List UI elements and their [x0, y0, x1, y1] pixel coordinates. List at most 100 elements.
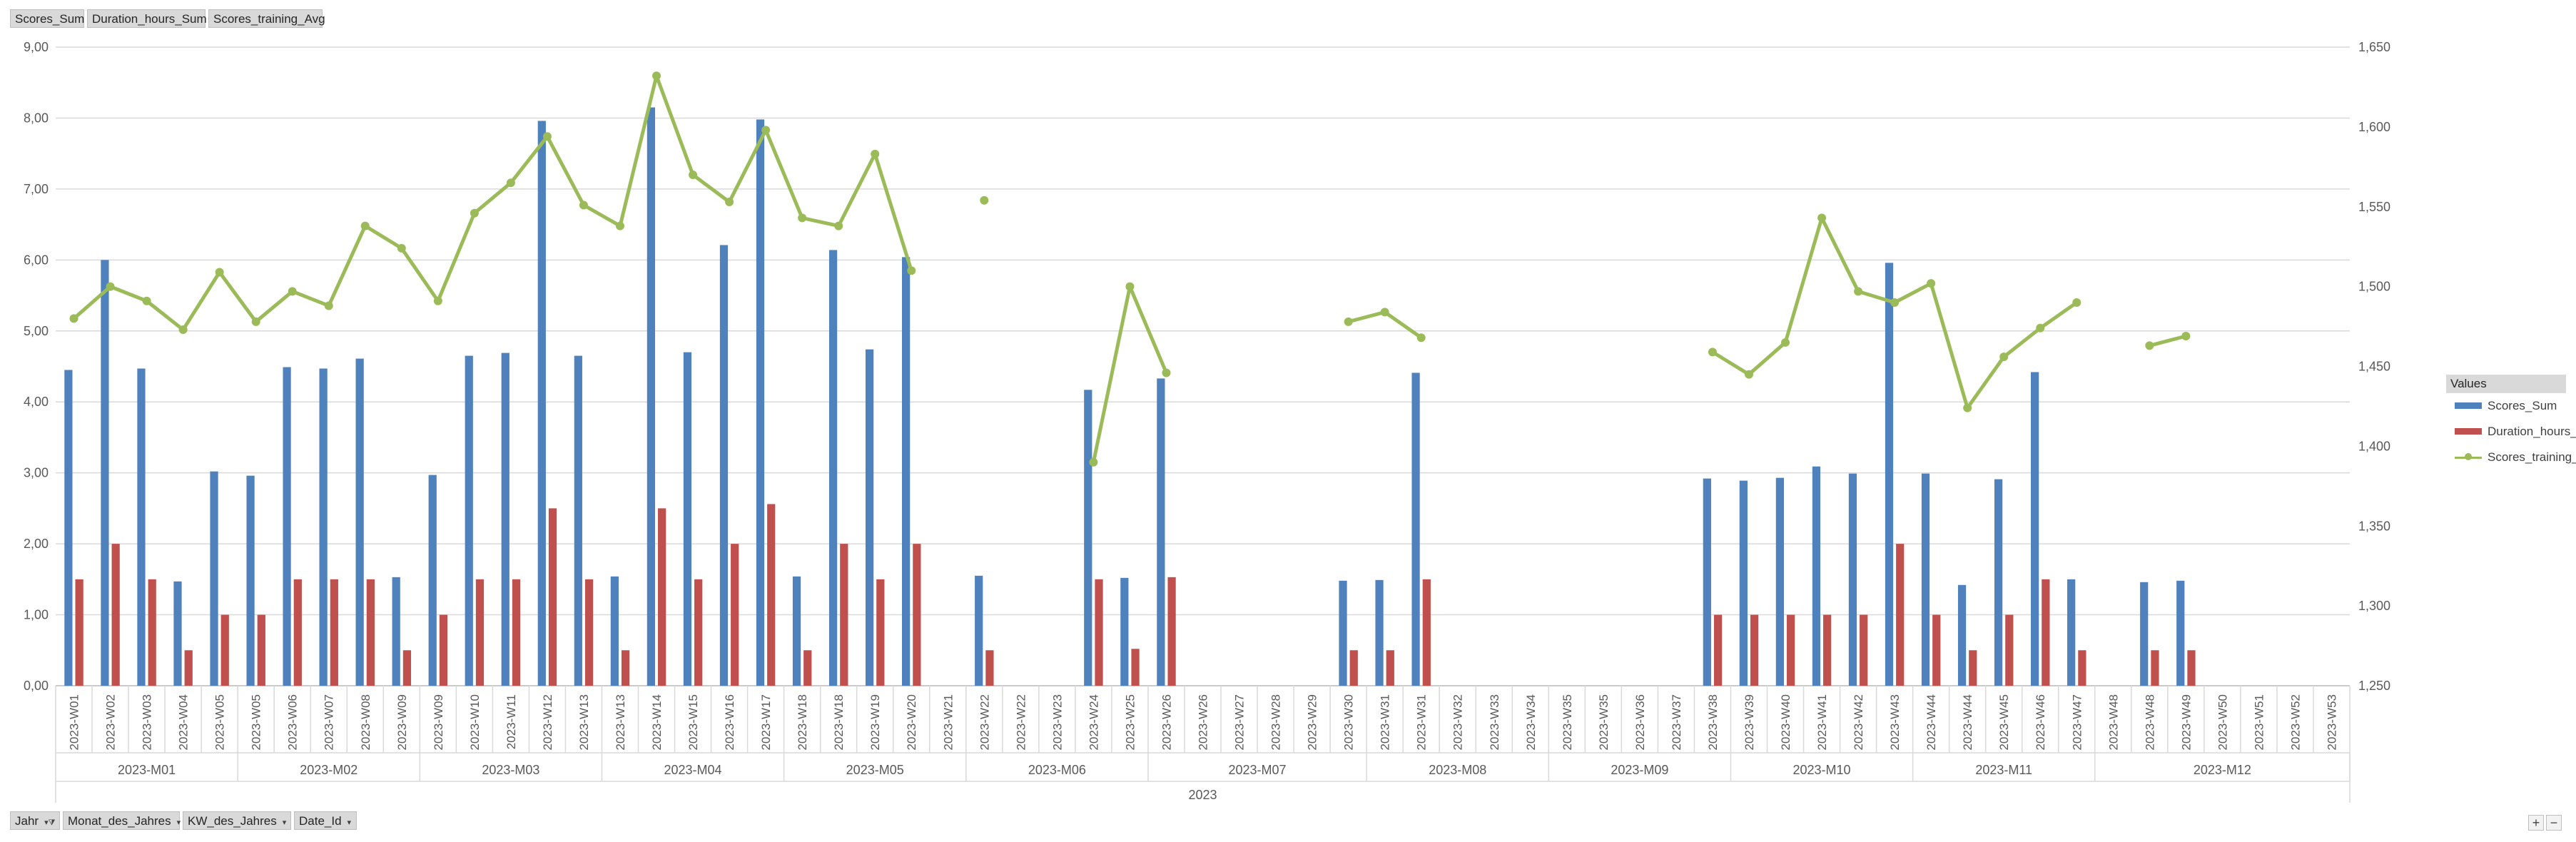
- y2-tick-label: 1,350: [2358, 519, 2390, 533]
- bar-scores-sum: [902, 257, 911, 686]
- bar-scores-sum: [719, 245, 729, 686]
- x-tick-label: 2023-W44: [1961, 694, 1974, 750]
- y-tick-label: 2,00: [24, 537, 49, 551]
- bar-scores-sum: [101, 260, 109, 686]
- field-button-scores-training-avg[interactable]: Scores_training_Avg: [208, 9, 325, 28]
- legend-item-duration-hours-sum: Duration_hours_Sum: [2446, 419, 2576, 445]
- bar-duration-hours-sum: [257, 614, 265, 686]
- bar-scores-sum: [246, 475, 255, 686]
- marker-scores-training-avg: [834, 221, 843, 230]
- bar-duration-hours-sum: [548, 508, 557, 686]
- x-tick-label: 2023-W15: [686, 694, 700, 750]
- zoom-out-button[interactable]: −: [2546, 815, 2562, 831]
- bar-scores-sum: [2031, 372, 2039, 686]
- month-label: 2023-M05: [846, 763, 904, 777]
- bar-duration-hours-sum: [621, 650, 630, 686]
- marker-scores-training-avg: [2181, 331, 2191, 340]
- bar-duration-hours-sum: [876, 579, 885, 686]
- bar-scores-sum: [1885, 263, 1894, 686]
- line-scores-training-avg: [1711, 215, 2078, 410]
- bar-duration-hours-sum: [2151, 650, 2159, 686]
- bar-scores-sum: [283, 367, 291, 686]
- y-tick-label: 5,00: [24, 324, 49, 338]
- bar-duration-hours-sum: [1167, 577, 1176, 686]
- field-button-label: Monat_des_Jahres: [68, 814, 171, 828]
- zoom-in-button[interactable]: +: [2528, 815, 2544, 831]
- x-tick-label: 2023-W11: [504, 694, 518, 749]
- field-button-scores-sum[interactable]: Scores_Sum: [10, 9, 84, 28]
- x-tick-label: 2023-W01: [68, 694, 81, 750]
- bar-duration-hours-sum: [512, 579, 521, 686]
- bar-duration-hours-sum: [1131, 649, 1140, 686]
- bar-scores-sum: [2176, 580, 2185, 686]
- x-tick-label: 2023-W43: [1888, 694, 1902, 750]
- bar-scores-sum: [1739, 480, 1748, 686]
- y2-tick-label: 1,500: [2358, 280, 2390, 294]
- bar-duration-hours-sum: [2187, 650, 2196, 686]
- bar-duration-hours-sum: [148, 579, 156, 686]
- x-tick-label: 2023-W18: [832, 694, 846, 750]
- bar-duration-hours-sum: [220, 614, 229, 686]
- x-tick-label: 2023-W02: [104, 694, 118, 750]
- legend-title: Values: [2446, 375, 2566, 393]
- bar-scores-sum: [1812, 466, 1821, 686]
- bar-duration-hours-sum: [731, 544, 739, 686]
- marker-scores-training-avg: [798, 213, 807, 223]
- marker-scores-training-avg: [615, 221, 624, 230]
- bar-scores-sum: [574, 355, 582, 686]
- legend-label: Scores_Sum: [2488, 399, 2557, 412]
- x-tick-label: 2023-W35: [1597, 694, 1611, 750]
- bar-duration-hours-sum: [402, 650, 412, 686]
- bar-duration-hours-sum: [1422, 579, 1431, 686]
- field-button-monat-des-jahres[interactable]: Monat_des_Jahres ▾: [63, 811, 181, 830]
- month-label: 2023-M11: [1975, 763, 2032, 777]
- x-tick-label: 2023-W36: [1633, 694, 1647, 750]
- y2-tick-label: 1,450: [2358, 360, 2390, 374]
- bar-scores-sum: [1339, 580, 1347, 686]
- marker-scores-training-avg: [1927, 279, 1936, 288]
- x-tick-label: 2023-W17: [759, 694, 773, 750]
- marker-scores-training-avg: [506, 178, 515, 188]
- y-tick-label: 0,00: [24, 679, 49, 693]
- x-tick-label: 2023-W28: [1269, 694, 1283, 750]
- marker-scores-training-avg: [470, 208, 479, 218]
- filter-dropdown-icon: ▾⧩: [44, 818, 56, 827]
- field-button-kw-des-jahres[interactable]: KW_des_Jahres ▾: [183, 811, 291, 830]
- y-tick-label: 7,00: [24, 182, 49, 196]
- bar-duration-hours-sum: [1969, 650, 1977, 686]
- marker-scores-training-avg: [1781, 338, 1790, 347]
- field-button-date-id[interactable]: Date_Id ▾: [294, 811, 357, 830]
- bar-scores-sum: [392, 577, 400, 686]
- x-tick-label: 2023-W30: [1342, 694, 1356, 750]
- line-scores-training-avg: [72, 73, 913, 332]
- x-tick-label: 2023-W48: [2143, 694, 2156, 750]
- month-label: 2023-M02: [300, 763, 358, 777]
- bar-duration-hours-sum: [694, 579, 703, 686]
- x-tick-label: 2023-W35: [1561, 694, 1574, 750]
- marker-scores-training-avg: [106, 282, 115, 291]
- dropdown-arrow-icon: ▾: [347, 818, 352, 827]
- marker-scores-training-avg: [2145, 341, 2154, 350]
- marker-scores-training-avg: [1344, 317, 1353, 326]
- month-label: 2023-M12: [2194, 763, 2251, 777]
- bar-scores-sum: [465, 355, 473, 686]
- marker-scores-training-avg: [1817, 213, 1827, 223]
- x-tick-label: 2023-W27: [1233, 694, 1247, 750]
- marker-scores-training-avg: [433, 296, 442, 305]
- year-label: 2023: [1188, 788, 1217, 802]
- bar-duration-hours-sum: [1896, 544, 1905, 686]
- bar-scores-sum: [537, 121, 546, 686]
- legend-marker-scores-training-avg: [2465, 453, 2472, 460]
- x-tick-label: 2023-W13: [614, 694, 627, 750]
- x-tick-label: 2023-W29: [1306, 694, 1319, 750]
- bar-scores-sum: [610, 576, 619, 686]
- x-tick-label: 2023-W34: [1524, 694, 1538, 750]
- x-tick-label: 2023-W39: [1743, 694, 1756, 750]
- bar-duration-hours-sum: [1349, 650, 1358, 686]
- field-button-jahr[interactable]: Jahr ▾⧩: [10, 811, 60, 830]
- field-button-label: Jahr: [15, 814, 39, 828]
- bar-duration-hours-sum: [439, 614, 448, 686]
- x-tick-label: 2023-W03: [141, 694, 154, 750]
- marker-scores-training-avg: [652, 71, 661, 81]
- field-button-duration-hours-sum[interactable]: Duration_hours_Sum: [87, 9, 207, 28]
